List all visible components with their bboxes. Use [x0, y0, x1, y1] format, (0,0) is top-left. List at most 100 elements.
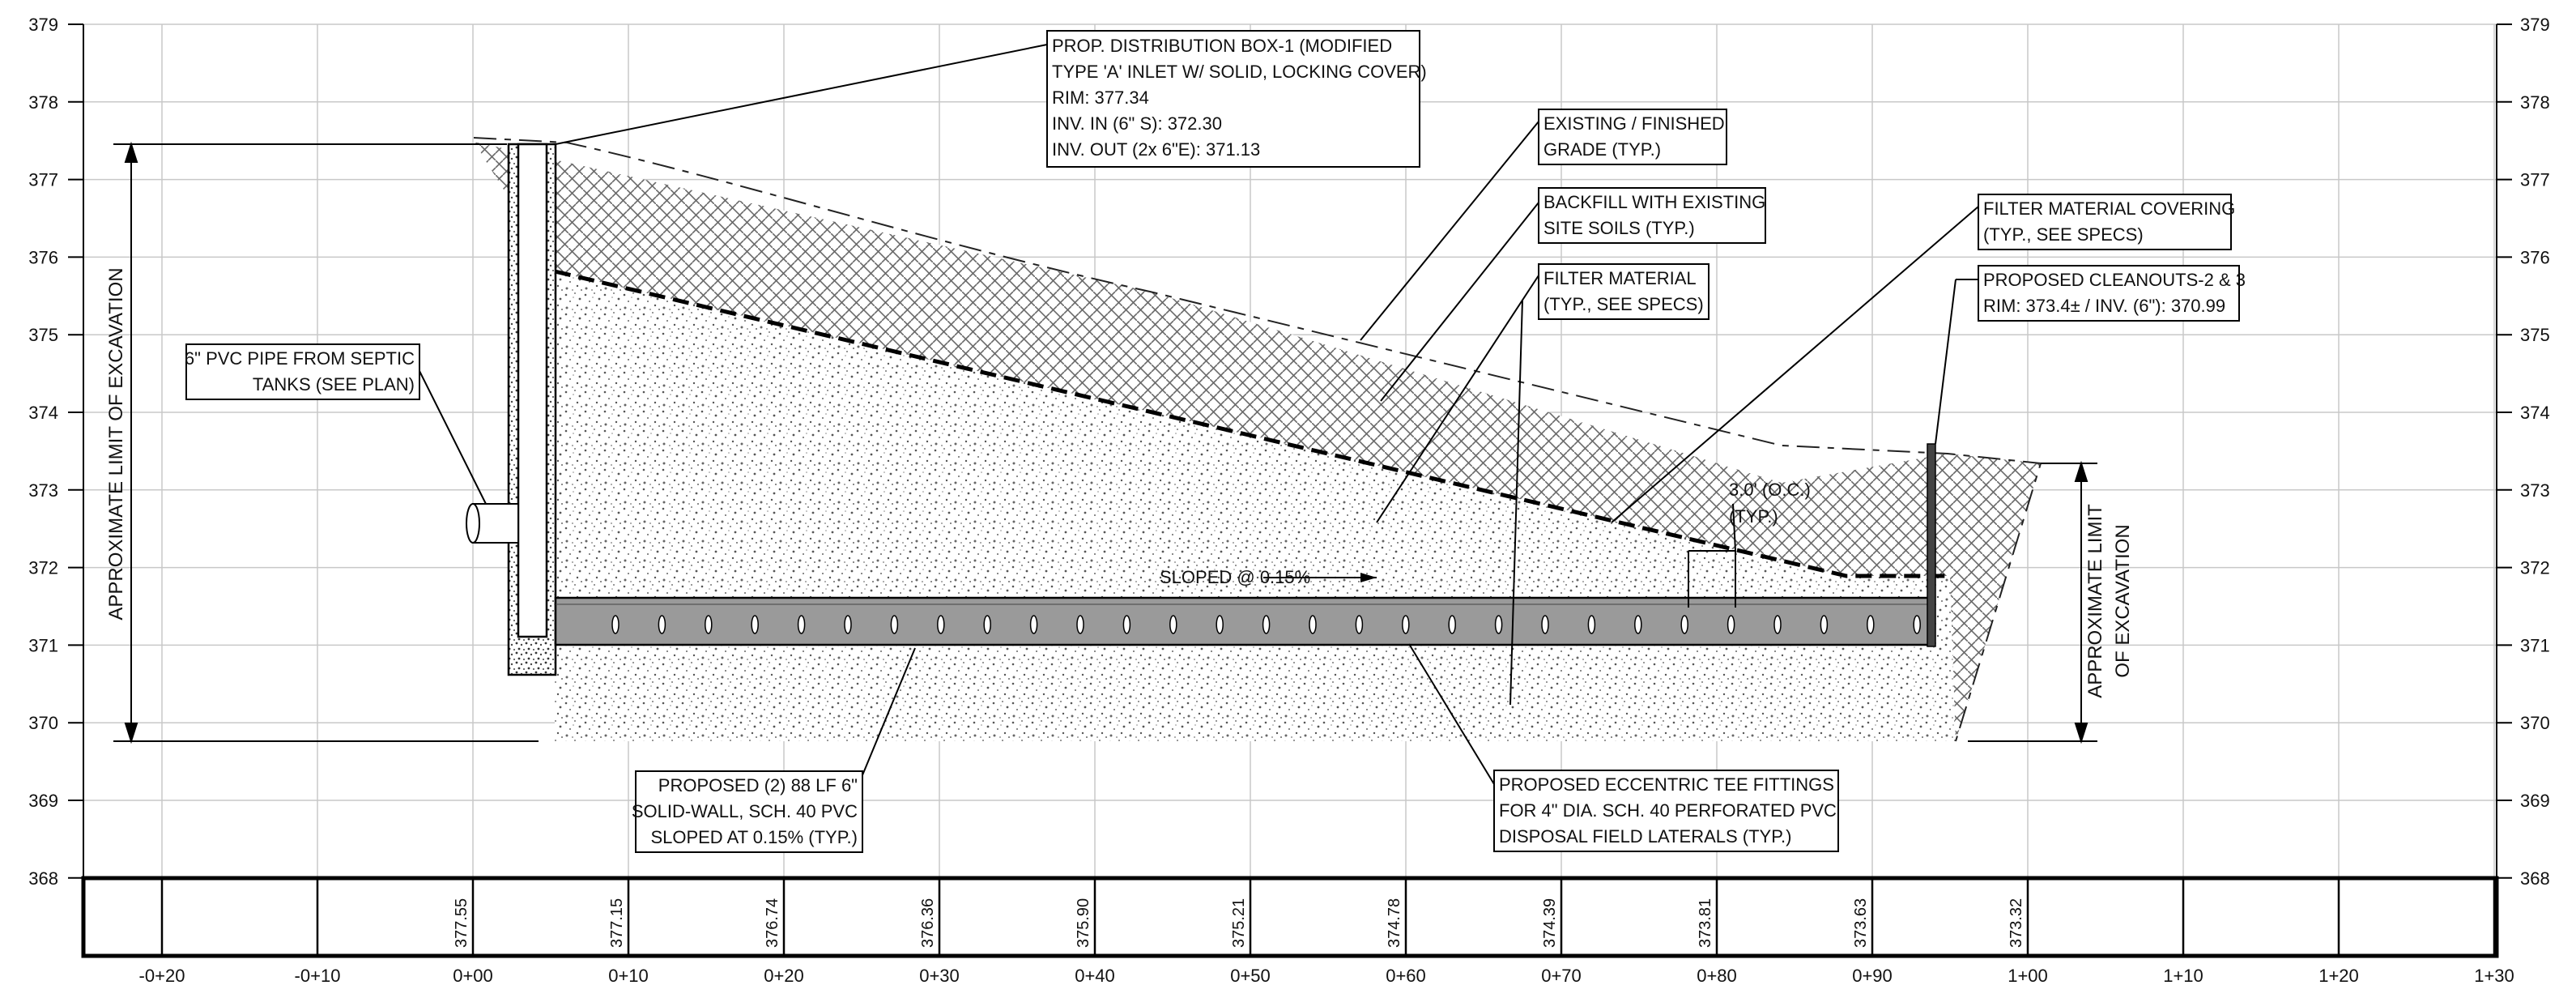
- station-label: 0+60: [1386, 966, 1426, 986]
- elevation-label: 377: [2520, 170, 2550, 190]
- svg-text:6" PVC PIPE FROM SEPTIC: 6" PVC PIPE FROM SEPTIC: [185, 348, 415, 369]
- callout-filter-covering: FILTER MATERIAL COVERING (TYP., SEE SPEC…: [1978, 194, 2235, 250]
- perforation: [1448, 615, 1456, 634]
- station-label: 0+90: [1852, 966, 1893, 986]
- perforation: [1913, 615, 1921, 634]
- svg-text:PROPOSED CLEANOUTS-2 & 3: PROPOSED CLEANOUTS-2 & 3: [1983, 270, 2246, 290]
- svg-text:PROPOSED (2) 88 LF 6": PROPOSED (2) 88 LF 6": [658, 775, 858, 795]
- perforation: [1122, 615, 1131, 634]
- perforation: [751, 615, 759, 634]
- svg-text:SOLID-WALL, SCH. 40 PVC: SOLID-WALL, SCH. 40 PVC: [632, 801, 858, 821]
- station-label: 0+30: [919, 966, 960, 986]
- perforation: [1262, 615, 1271, 634]
- elevation-label: 377: [28, 170, 58, 190]
- callout-cleanouts: PROPOSED CLEANOUTS-2 & 3 RIM: 373.4± / I…: [1978, 265, 2246, 322]
- elevation-label: 376: [28, 247, 58, 267]
- station-axis: -0+20 -0+10 0+00 0+10 0+20 0+30 0+40 0+50 0+60 0+…: [139, 966, 2514, 986]
- station-label: 1+20: [2318, 966, 2359, 986]
- profile-elevation-value: 376.74: [764, 898, 781, 948]
- elevation-axis-left: 379 378 377 376 375 374 373 372 371 370 369 368: [28, 15, 83, 889]
- callout-distribution-box: PROP. DISTRIBUTION BOX-1 (MODIFIED TYPE …: [1046, 30, 1427, 168]
- elevation-label: 372: [2520, 558, 2550, 578]
- right-excavation-dimension: [1968, 460, 2097, 744]
- perforation: [1820, 615, 1829, 634]
- elevation-label: 371: [28, 635, 58, 655]
- elevation-label: 372: [28, 558, 58, 578]
- elevation-label: 370: [28, 713, 58, 733]
- perforation: [1076, 615, 1084, 634]
- svg-text:PROP. DISTRIBUTION BOX-1 (MODI: PROP. DISTRIBUTION BOX-1 (MODIFIED: [1052, 36, 1392, 56]
- svg-text:SLOPED AT 0.15% (TYP.): SLOPED AT 0.15% (TYP.): [650, 827, 858, 847]
- elevation-label: 371: [2520, 635, 2550, 655]
- elevation-label: 368: [2520, 868, 2550, 889]
- svg-text:BACKFILL WITH EXISTING: BACKFILL WITH EXISTING: [1543, 192, 1765, 212]
- svg-text:INV. IN (6" S): 372.30: INV. IN (6" S): 372.30: [1052, 113, 1222, 134]
- perforation: [890, 615, 899, 634]
- profile-elevation-value: 373.32: [2008, 898, 2025, 948]
- profile-elevation-value: 375.21: [1230, 898, 1248, 948]
- perforation: [611, 615, 620, 634]
- svg-text:GRADE (TYP.): GRADE (TYP.): [1543, 139, 1661, 160]
- elevation-label: 376: [2520, 247, 2550, 267]
- profile-elevation-value: 373.63: [1852, 898, 1870, 948]
- perforation: [1216, 615, 1224, 634]
- perforation: [1541, 615, 1549, 634]
- profile-elevation-value: 377.15: [608, 898, 626, 948]
- elevation-label: 378: [28, 92, 58, 113]
- station-label: 0+80: [1697, 966, 1737, 986]
- svg-text:RIM: 373.4± / INV. (6"): 370.9: RIM: 373.4± / INV. (6"): 370.99: [1983, 296, 2225, 316]
- svg-text:INV. OUT (2x 6"E): 371.13: INV. OUT (2x 6"E): 371.13: [1052, 139, 1260, 160]
- perforation: [937, 615, 945, 634]
- svg-text:3.0' (O.C.): 3.0' (O.C.): [1729, 480, 1811, 500]
- elevation-label: 378: [2520, 92, 2550, 113]
- elevation-label: 375: [2520, 325, 2550, 345]
- elevation-label: 375: [28, 325, 58, 345]
- filter-covering-line: [554, 269, 1950, 578]
- perforation: [1169, 615, 1177, 634]
- svg-text:(TYP., SEE SPECS): (TYP., SEE SPECS): [1543, 294, 1704, 314]
- perforation: [1402, 615, 1410, 634]
- svg-text:(TYP.): (TYP.): [1729, 506, 1778, 527]
- profile-elevation-value: 376.36: [919, 898, 937, 948]
- perforation: [1680, 615, 1688, 634]
- station-label: -0+20: [139, 966, 185, 986]
- left-excavation-dimension: [113, 141, 539, 744]
- perforation: [1727, 615, 1735, 634]
- perforation: [1355, 615, 1364, 634]
- callout-spacing: 3.0' (O.C.) (TYP.): [1729, 480, 1811, 527]
- perforation: [1587, 615, 1596, 634]
- perforation: [705, 615, 713, 634]
- perforation: [1773, 615, 1782, 634]
- station-label: 1+30: [2474, 966, 2514, 986]
- perforation: [1029, 615, 1038, 634]
- svg-text:SITE SOILS (TYP.): SITE SOILS (TYP.): [1543, 218, 1695, 238]
- elevation-label: 368: [28, 868, 58, 889]
- elevation-label: 370: [2520, 713, 2550, 733]
- svg-text:FILTER MATERIAL: FILTER MATERIAL: [1543, 268, 1697, 288]
- perforation: [1494, 615, 1503, 634]
- slope-arrow: [1360, 573, 1377, 582]
- elevation-label: 374: [28, 403, 58, 423]
- perforation: [1867, 615, 1875, 634]
- svg-text:TANKS (SEE PLAN): TANKS (SEE PLAN): [253, 374, 415, 395]
- elevation-label: 379: [2520, 15, 2550, 35]
- svg-text:TYPE 'A' INLET W/ SOLID, LOCKI: TYPE 'A' INLET W/ SOLID, LOCKING COVER): [1052, 62, 1427, 82]
- svg-text:RIM: 377.34: RIM: 377.34: [1052, 87, 1149, 108]
- callout-proposed-pipe: PROPOSED (2) 88 LF 6" SOLID-WALL, SCH. 4…: [632, 770, 863, 853]
- distribution-box: [466, 143, 557, 676]
- profile-elevation-value: 374.39: [1541, 898, 1559, 948]
- callout-backfill: BACKFILL WITH EXISTING SITE SOILS (TYP.): [1538, 187, 1766, 244]
- perforated-lateral-pipe: [554, 596, 1934, 646]
- elevation-label: 369: [28, 791, 58, 811]
- perforation: [797, 615, 806, 634]
- svg-text:PROPOSED ECCENTRIC TEE FITTING: PROPOSED ECCENTRIC TEE FITTINGS: [1499, 774, 1834, 795]
- callout-tee-fittings: PROPOSED ECCENTRIC TEE FITTINGS FOR 4" D…: [1493, 770, 1839, 852]
- callout-sloped: SLOPED @ 0.15%: [1160, 567, 1310, 587]
- elevation-label: 373: [2520, 480, 2550, 501]
- elevation-label: 369: [2520, 791, 2550, 811]
- elevation-label: 374: [2520, 403, 2550, 423]
- perforation: [1634, 615, 1642, 634]
- station-label: 1+10: [2163, 966, 2203, 986]
- svg-text:FILTER MATERIAL COVERING: FILTER MATERIAL COVERING: [1983, 198, 2235, 219]
- station-label: 0+40: [1075, 966, 1115, 986]
